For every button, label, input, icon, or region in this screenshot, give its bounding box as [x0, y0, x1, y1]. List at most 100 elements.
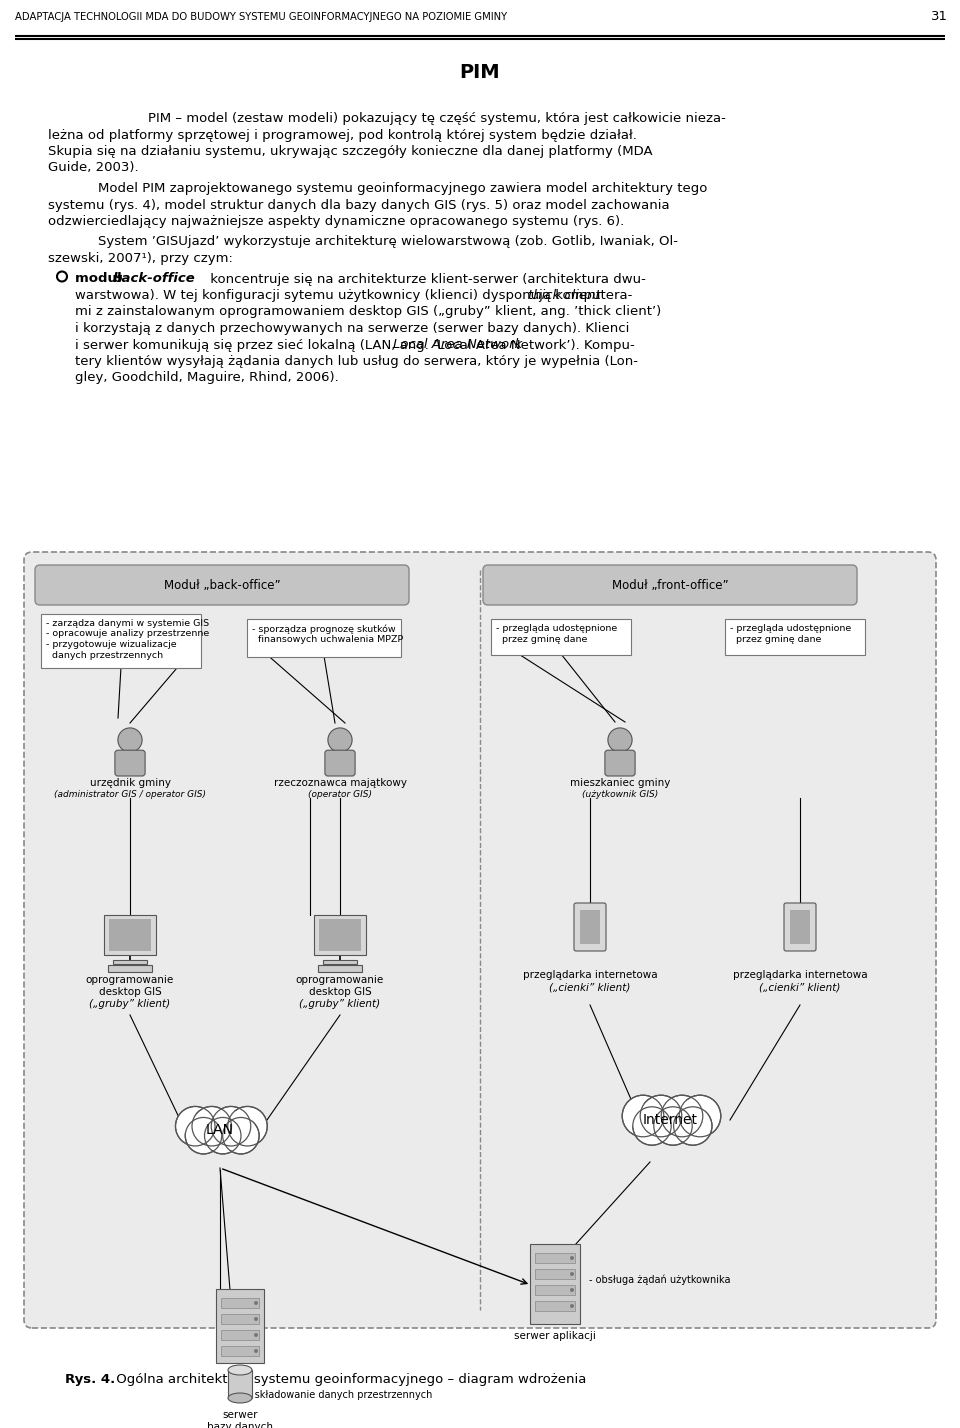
Text: bazy danych: bazy danych [207, 1422, 273, 1428]
Text: leżna od platformy sprzętowej i programowej, pod kontrolą której system będzie d: leżna od platformy sprzętowej i programo… [48, 129, 636, 141]
Circle shape [223, 1118, 259, 1154]
Circle shape [328, 728, 352, 753]
Text: mieszkaniec gminy: mieszkaniec gminy [570, 778, 670, 788]
Text: odzwierciedlający najważniejsze aspekty dynamiczne opracowanego systemu (rys. 6): odzwierciedlający najważniejsze aspekty … [48, 216, 624, 228]
Circle shape [118, 728, 142, 753]
Text: Internet: Internet [642, 1112, 698, 1127]
FancyBboxPatch shape [580, 910, 600, 944]
Circle shape [570, 1257, 574, 1259]
Text: thick client: thick client [528, 288, 601, 301]
Text: - zarządza danymi w systemie GIS: - zarządza danymi w systemie GIS [46, 618, 209, 628]
Circle shape [254, 1349, 258, 1352]
Text: („gruby” klient): („gruby” klient) [89, 1000, 171, 1010]
Text: Moduł „front-office”: Moduł „front-office” [612, 578, 729, 591]
Text: przeglądarka internetowa: przeglądarka internetowa [732, 970, 867, 980]
Circle shape [176, 1107, 215, 1145]
Text: mi z zainstalowanym oprogramowaniem desktop GIS („gruby” klient, ang. ’thick cli: mi z zainstalowanym oprogramowaniem desk… [75, 306, 661, 318]
Circle shape [228, 1107, 267, 1145]
Text: (administrator GIS / operator GIS): (administrator GIS / operator GIS) [54, 790, 206, 800]
FancyBboxPatch shape [535, 1285, 575, 1295]
Text: szewski, 2007¹), przy czym:: szewski, 2007¹), przy czym: [48, 251, 233, 266]
Text: rzeczoznawca majątkowy: rzeczoznawca majątkowy [274, 778, 406, 788]
FancyBboxPatch shape [605, 750, 636, 775]
FancyBboxPatch shape [574, 902, 606, 951]
FancyBboxPatch shape [784, 902, 816, 951]
FancyBboxPatch shape [109, 920, 151, 951]
FancyBboxPatch shape [483, 565, 857, 605]
Circle shape [204, 1118, 241, 1154]
Text: desktop GIS: desktop GIS [308, 987, 372, 997]
Circle shape [654, 1107, 692, 1145]
Ellipse shape [228, 1392, 252, 1402]
FancyBboxPatch shape [535, 1301, 575, 1311]
Text: - obsługa żądań użytkownika: - obsługa żądań użytkownika [589, 1275, 731, 1285]
Text: przez gminę dane: przez gminę dane [496, 634, 588, 644]
FancyBboxPatch shape [530, 1244, 580, 1324]
Circle shape [633, 1107, 671, 1145]
Circle shape [680, 1095, 721, 1137]
FancyBboxPatch shape [35, 565, 409, 605]
Circle shape [640, 1095, 682, 1137]
FancyBboxPatch shape [104, 915, 156, 955]
Text: LAN: LAN [206, 1122, 234, 1137]
Text: i serwer komunikują się przez sieć lokalną (LAN, ang. ’Local Area Network’). Kom: i serwer komunikują się przez sieć lokal… [75, 338, 635, 351]
Circle shape [570, 1304, 574, 1308]
FancyBboxPatch shape [41, 614, 201, 668]
FancyBboxPatch shape [323, 960, 357, 964]
Text: moduł: moduł [75, 273, 127, 286]
Circle shape [211, 1107, 251, 1145]
FancyBboxPatch shape [24, 553, 936, 1328]
Text: (użytkownik GIS): (użytkownik GIS) [582, 790, 659, 800]
Text: serwer: serwer [223, 1409, 257, 1419]
Circle shape [254, 1332, 258, 1337]
Text: oprogramowanie: oprogramowanie [85, 975, 174, 985]
Text: Ogólna architektura systemu geoinformacyjnego – diagram wdrożenia: Ogólna architektura systemu geoinformacy… [112, 1374, 587, 1387]
Text: ADAPTACJA TECHNOLOGII MDA DO BUDOWY SYSTEMU GEOINFORMACYJNEGO NA POZIOMIE GMINY: ADAPTACJA TECHNOLOGII MDA DO BUDOWY SYST… [15, 11, 507, 21]
Text: System ’GISUjazd’ wykorzystuje architekturę wielowarstwową (zob. Gotlib, Iwaniak: System ’GISUjazd’ wykorzystuje architekt… [98, 236, 678, 248]
Ellipse shape [631, 1098, 709, 1142]
Circle shape [608, 728, 632, 753]
Text: 31: 31 [931, 10, 948, 23]
Text: gley, Goodchild, Maguire, Rhind, 2006).: gley, Goodchild, Maguire, Rhind, 2006). [75, 371, 339, 384]
Text: Model PIM zaprojektowanego systemu geoinformacyjnego zawiera model architektury : Model PIM zaprojektowanego systemu geoin… [98, 181, 708, 196]
Circle shape [661, 1095, 703, 1137]
Text: („cienki” klient): („cienki” klient) [759, 982, 841, 992]
Text: urzędnik gminy: urzędnik gminy [89, 778, 171, 788]
Text: Skupia się na działaniu systemu, ukrywając szczegóły konieczne dla danej platfor: Skupia się na działaniu systemu, ukrywaj… [48, 146, 653, 159]
Text: tery klientów wysyłają żądania danych lub usług do serwera, który je wypełnia (L: tery klientów wysyłają żądania danych lu… [75, 356, 638, 368]
Text: - sporządza prognozę skutków: - sporządza prognozę skutków [252, 624, 396, 634]
Circle shape [570, 1272, 574, 1277]
FancyBboxPatch shape [725, 618, 865, 655]
Circle shape [254, 1317, 258, 1321]
Text: PIM – model (zestaw modeli) pokazujący tę część systemu, która jest całkowicie n: PIM – model (zestaw modeli) pokazujący t… [148, 111, 726, 126]
Text: danych przestrzennych: danych przestrzennych [46, 651, 163, 660]
Text: oprogramowanie: oprogramowanie [296, 975, 384, 985]
Text: - przegląda udostępnione: - przegląda udostępnione [496, 624, 617, 633]
Text: warstwowa). W tej konfiguracji sytemu użytkownicy (klienci) dysponują komputera-: warstwowa). W tej konfiguracji sytemu uż… [75, 288, 633, 301]
FancyBboxPatch shape [221, 1347, 259, 1357]
Text: PIM: PIM [460, 63, 500, 83]
Text: finansowych uchwalenia MPZP: finansowych uchwalenia MPZP [252, 634, 403, 644]
FancyBboxPatch shape [491, 618, 631, 655]
Circle shape [622, 1095, 663, 1137]
FancyBboxPatch shape [247, 618, 401, 657]
Text: („gruby” klient): („gruby” klient) [300, 1000, 380, 1010]
FancyBboxPatch shape [216, 1289, 264, 1362]
Text: - opracowuje analizy przestrzenne: - opracowuje analizy przestrzenne [46, 630, 209, 638]
FancyBboxPatch shape [115, 750, 145, 775]
Text: przez gminę dane: przez gminę dane [730, 634, 822, 644]
FancyBboxPatch shape [228, 1369, 252, 1398]
Text: - składowanie danych przestrzennych: - składowanie danych przestrzennych [248, 1389, 432, 1399]
FancyBboxPatch shape [113, 960, 147, 964]
Ellipse shape [228, 1365, 252, 1375]
FancyBboxPatch shape [108, 965, 152, 972]
Circle shape [570, 1288, 574, 1292]
Circle shape [192, 1107, 231, 1145]
Circle shape [674, 1107, 712, 1145]
Text: serwer aplikacji: serwer aplikacji [514, 1331, 596, 1341]
Text: koncentruje się na architekturze klient-serwer (architektura dwu-: koncentruje się na architekturze klient-… [206, 273, 646, 286]
FancyBboxPatch shape [535, 1252, 575, 1262]
FancyBboxPatch shape [324, 750, 355, 775]
Text: Guide, 2003).: Guide, 2003). [48, 161, 138, 174]
Text: Local Area Network: Local Area Network [393, 338, 522, 351]
